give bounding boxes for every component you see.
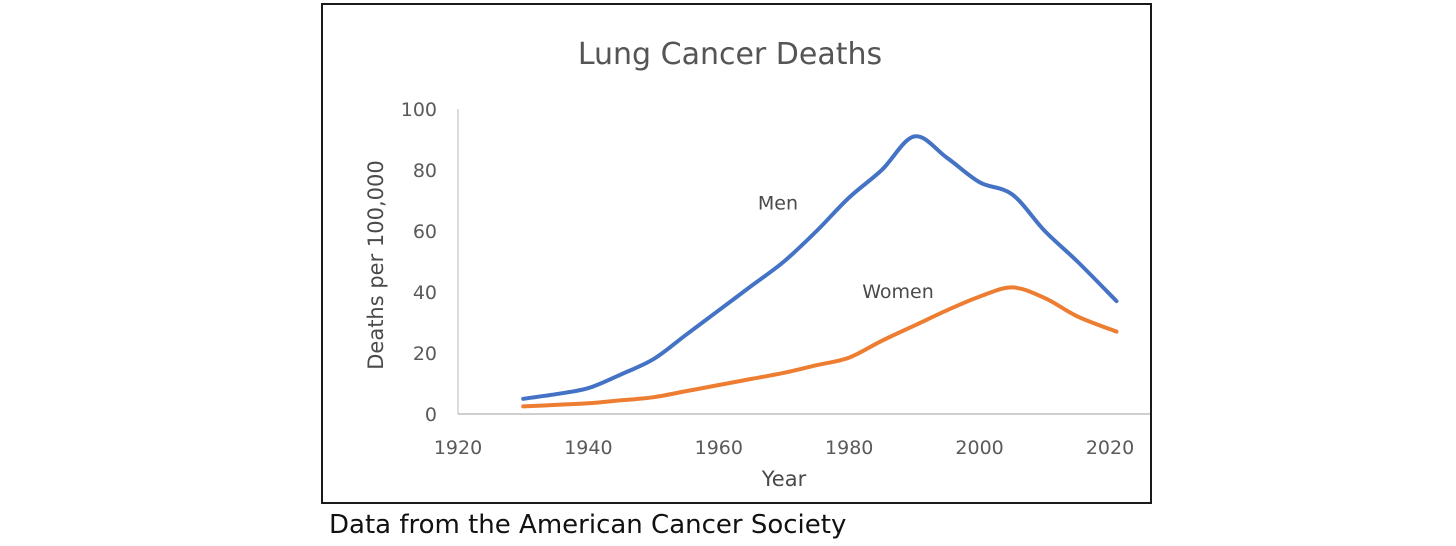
x-axis-title: Year: [761, 467, 807, 491]
series-line-men: [521, 134, 1119, 401]
y-axis-title: Deaths per 100,000: [364, 160, 388, 370]
chart-frame: Lung Cancer Deaths Deaths per 100,000 Ye…: [321, 3, 1152, 504]
y-tick-label: 60: [413, 221, 437, 243]
chart-title: Lung Cancer Deaths: [578, 37, 882, 72]
series-labels: Men Women: [758, 193, 934, 303]
x-tick-label: 1940: [564, 437, 612, 459]
x-tick-label: 1920: [434, 437, 482, 459]
x-tick-label: 1960: [695, 437, 743, 459]
y-tick-label: 40: [413, 282, 437, 304]
x-tick-label: 2020: [1086, 437, 1134, 459]
y-axis-ticks: 0 20 40 60 80 100: [401, 99, 437, 426]
series-group: [521, 134, 1119, 409]
x-axis-ticks: 1920 1940 1960 1980 2000 2020: [434, 437, 1134, 459]
series-line-women: [521, 285, 1119, 409]
x-tick-label: 2000: [955, 437, 1003, 459]
series-label-women: Women: [862, 281, 934, 303]
y-tick-label: 0: [425, 404, 437, 426]
axes: [457, 109, 1150, 415]
y-tick-label: 100: [401, 99, 437, 121]
source-caption: Data from the American Cancer Society: [329, 510, 847, 540]
y-tick-label: 20: [413, 343, 437, 365]
series-label-men: Men: [758, 193, 798, 215]
x-tick-label: 1980: [825, 437, 873, 459]
y-tick-label: 80: [413, 160, 437, 182]
line-chart: Lung Cancer Deaths Deaths per 100,000 Ye…: [364, 37, 1150, 491]
